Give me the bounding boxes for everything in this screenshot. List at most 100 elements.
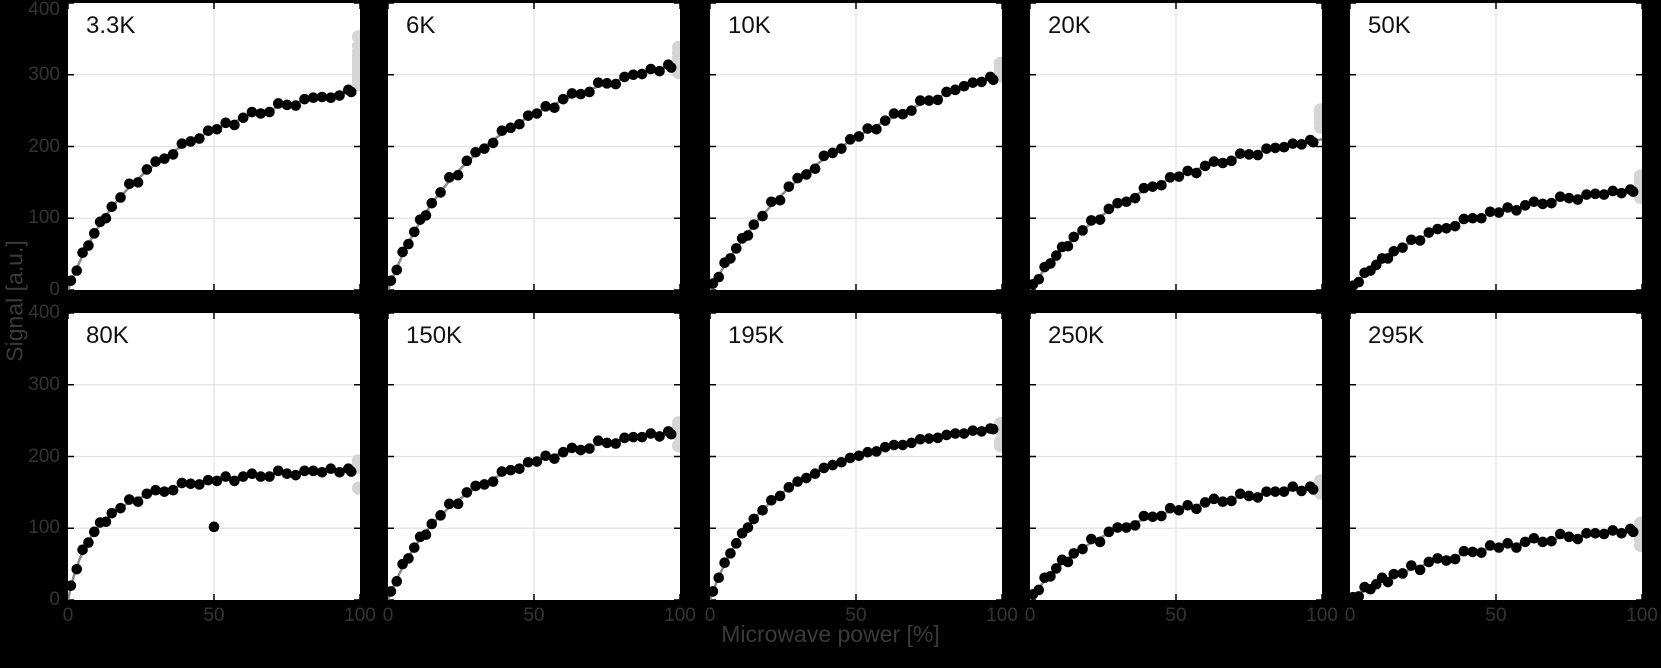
tick-marks [1030,313,1322,600]
data-point [531,108,543,119]
data-point [879,441,891,453]
data-point [1226,495,1237,507]
x-tick-label: 0 [382,605,394,626]
y-tick-label: 400 [28,302,60,323]
saturated-points [993,416,1002,453]
data-point [1226,155,1237,167]
data-point [1156,510,1167,522]
data-point [141,164,153,175]
data-point [958,428,970,439]
data-point [185,136,196,147]
saturated-points [671,40,680,80]
data-point [150,484,161,496]
data-point [923,95,935,106]
panel-label: 195K [728,322,785,349]
data-point [1581,189,1592,200]
data-point [713,271,725,283]
data-points [1350,523,1639,600]
data-point [1103,526,1115,538]
data-point [176,477,188,489]
data-point [1476,212,1487,224]
data-point [906,105,917,116]
data-point [1554,191,1566,203]
panel-label: 6K [406,12,436,39]
data-point [949,428,961,439]
data-point [1217,496,1229,508]
data-point [809,468,821,480]
data-point [141,488,153,500]
data-point [1121,522,1132,533]
data-point [1581,527,1592,539]
data-point [1033,273,1045,285]
data-points [68,463,357,591]
panel-label: 150K [406,322,463,349]
data-point [1406,560,1417,571]
data-point [1062,556,1074,568]
data-point [601,78,613,89]
data-points [710,71,999,289]
grid-lines [1350,313,1642,600]
data-point [194,133,205,144]
data-point [1589,188,1601,200]
data-point [879,115,891,126]
data-point [420,210,432,221]
data-point [444,172,455,183]
data-point [645,428,657,439]
data-point [220,117,231,129]
data-point [549,453,560,464]
data-point [71,563,83,575]
y-tick-label: 200 [28,135,60,157]
data-point [627,431,639,443]
data-point [1616,527,1627,539]
data-point [1307,136,1319,148]
data-point [1423,227,1435,238]
data-point [941,86,952,98]
data-point [1112,522,1123,533]
data-point [470,146,481,158]
data-point [1208,156,1220,167]
saturated-points [1633,169,1642,205]
data-point [264,471,275,482]
data-point [1449,553,1461,565]
data-point [1519,536,1531,548]
data-point [967,425,979,436]
data-points [388,59,677,286]
data-point [654,65,665,77]
grid-lines [710,3,1002,290]
data-point [345,86,357,98]
data-point [1062,240,1074,252]
data-point [557,93,569,105]
tick-marks [710,313,1002,600]
tick-marks [388,313,680,600]
data-point [1598,189,1610,200]
data-point [255,471,267,482]
data-point [1406,234,1417,246]
data-point [435,510,446,521]
data-point [1382,253,1394,264]
data-point [665,62,677,73]
data-point [167,149,179,160]
data-point [522,110,534,121]
data-point [325,92,337,104]
data-point [299,93,310,105]
data-point [1607,185,1619,197]
tick-marks [1030,3,1322,290]
data-point [1441,555,1452,566]
data-point [619,71,630,83]
data-point [83,537,94,548]
data-point [290,100,302,111]
x-tick-label: 0 [704,605,716,626]
tick-marks [68,3,360,290]
data-point [1208,493,1220,505]
data-point [923,433,935,444]
subplot-250K: 250K [1030,313,1322,600]
data-point [757,210,768,222]
data-point [1278,486,1290,497]
data-point [487,137,499,149]
data-point [264,106,275,118]
data-point [1269,142,1281,154]
data-point [444,498,455,510]
data-point [592,77,604,88]
data-point [1182,499,1193,511]
